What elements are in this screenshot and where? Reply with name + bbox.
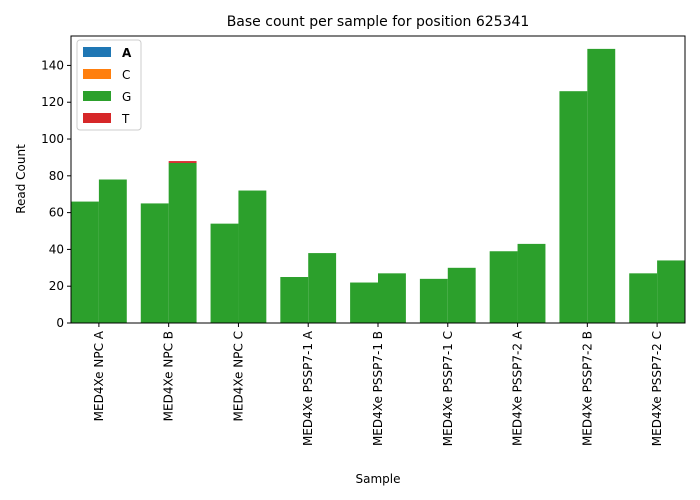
y-tick-label: 60 (49, 206, 64, 220)
y-tick-label: 80 (49, 169, 64, 183)
bar-g (447, 267, 476, 323)
bar-g (350, 282, 378, 323)
bar-g (419, 278, 448, 323)
y-tick-label: 0 (56, 316, 64, 330)
bar-g (280, 277, 309, 323)
legend-swatch-a (83, 47, 111, 57)
bar-g (657, 260, 685, 323)
bar-g (238, 190, 267, 323)
bar-g (168, 162, 197, 323)
bar-g (98, 179, 127, 323)
legend-label-c: C (122, 68, 130, 82)
x-tick-label: MED4Xe PSSP7-1 B (371, 331, 385, 446)
legend-swatch-g (83, 91, 111, 101)
x-tick-label: MED4Xe PSSP7-1 C (441, 331, 455, 446)
legend-label-a: A (122, 46, 132, 60)
bar-g (308, 253, 337, 323)
legend-swatch-t (83, 113, 111, 123)
legend-label-g: G (122, 90, 131, 104)
x-tick-label: MED4Xe NPC A (92, 330, 106, 421)
legend-frame (76, 39, 142, 131)
bar-g (140, 203, 169, 323)
bar-g (378, 273, 406, 323)
x-tick-label: MED4Xe PSSP7-2 A (511, 330, 525, 446)
x-tick-label: MED4Xe PSSP7-1 A (301, 330, 315, 446)
bars-group (71, 48, 685, 323)
y-axis: 0 20 40 60 80 100 120 140 (41, 58, 71, 330)
bar-g (587, 48, 616, 323)
x-tick-label: MED4Xe PSSP7-2 C (650, 331, 664, 446)
y-tick-label: 140 (41, 58, 64, 72)
bar-g (71, 201, 99, 323)
legend-swatch-c (83, 69, 111, 79)
bar-g (489, 251, 518, 323)
y-axis-label: Read Count (14, 144, 28, 214)
y-tick-label: 120 (41, 95, 64, 109)
x-tick-label: MED4Xe NPC B (162, 331, 176, 421)
y-tick-label: 100 (41, 132, 64, 146)
y-tick-label: 40 (49, 242, 64, 256)
chart-title: Base count per sample for position 62534… (227, 14, 530, 30)
bar-g (559, 91, 588, 323)
legend-label-t: T (121, 112, 130, 126)
bar-g (629, 273, 658, 323)
x-axis: MED4Xe NPC A MED4Xe NPC B MED4Xe NPC C MED4… (92, 323, 664, 446)
y-tick-label: 20 (49, 279, 64, 293)
bar-t (168, 161, 197, 163)
x-tick-label: MED4Xe PSSP7-2 B (580, 331, 594, 446)
x-axis-label: Sample (356, 472, 401, 486)
bar-g (517, 243, 546, 323)
x-tick-label: MED4Xe NPC C (231, 331, 245, 421)
bar-g (210, 223, 239, 323)
